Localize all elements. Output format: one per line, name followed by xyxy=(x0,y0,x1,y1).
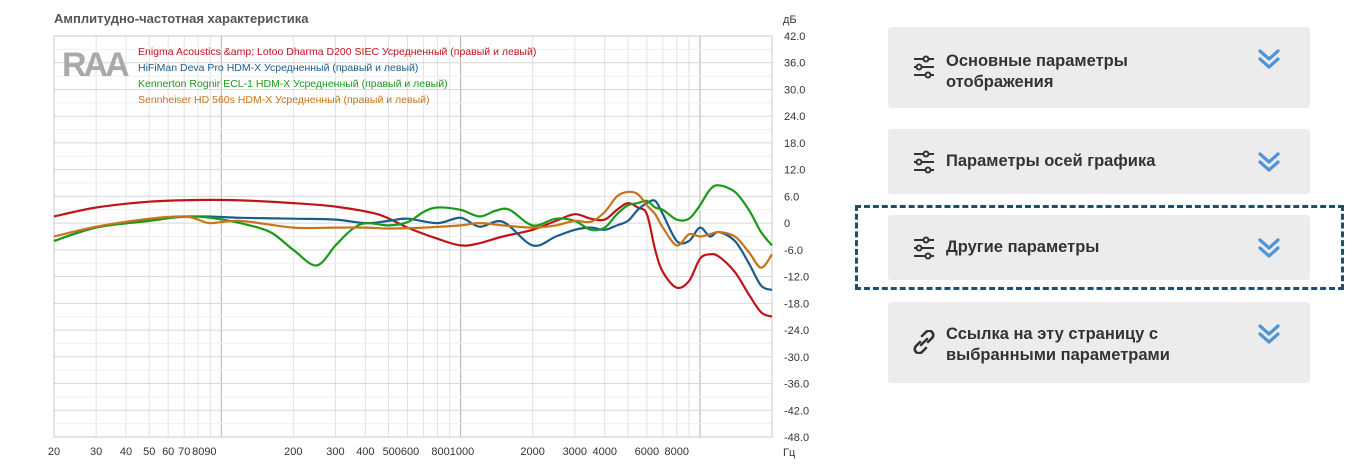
x-tick-label: 400 xyxy=(356,446,374,458)
chevron-double-down-icon[interactable] xyxy=(1257,150,1281,174)
focus-outline xyxy=(855,205,1344,290)
x-tick-label: 30 xyxy=(90,446,102,458)
chevron-double-down-icon[interactable] xyxy=(1257,47,1281,71)
series-line-4 xyxy=(53,190,773,269)
panel-label: Другие параметры xyxy=(946,238,1100,256)
panel-other-settings[interactable]: Другие параметры xyxy=(888,215,1310,280)
y-tick-label: 6.0 xyxy=(784,191,799,203)
panel-label: Параметры осей графика xyxy=(946,152,1156,170)
link-icon xyxy=(913,330,935,354)
legend-entry: Kennerton Rognir ECL-1 HDM-X Усредненный… xyxy=(138,78,448,90)
y-tick-label: -48.0 xyxy=(784,432,809,444)
y-tick-label: -18.0 xyxy=(784,298,809,310)
panel-label-line1: Основные параметры xyxy=(946,52,1128,70)
x-tick-label: 8090 xyxy=(192,446,216,458)
chevron-double-down-icon[interactable] xyxy=(1257,322,1281,346)
x-tick-label: 300 xyxy=(326,446,344,458)
y-axis-unit: дБ xyxy=(783,14,797,26)
chevron-double-down-icon[interactable] xyxy=(1257,236,1281,260)
y-tick-label: 18.0 xyxy=(784,138,805,150)
brand-logo: RAA xyxy=(62,46,132,84)
x-tick-label: 8000 xyxy=(665,446,689,458)
y-tick-label: 30.0 xyxy=(784,84,805,96)
series-line-2 xyxy=(53,199,773,292)
x-tick-label: 70 xyxy=(178,446,190,458)
x-tick-label: 2000 xyxy=(520,446,544,458)
y-tick-label: 42.0 xyxy=(784,31,805,43)
panel-label-line2: выбранными параметрами xyxy=(946,346,1170,364)
x-tick-label: 6000 xyxy=(635,446,659,458)
series-lines xyxy=(53,184,773,318)
series-line-3 xyxy=(53,184,773,267)
series-line-1 xyxy=(53,198,773,318)
chart-title: Амплитудно-частотная характеристика xyxy=(54,11,309,26)
panel-label-line1: Ссылка на эту страницу с xyxy=(946,325,1159,343)
y-tick-label: -30.0 xyxy=(784,352,809,364)
y-tick-label: 12.0 xyxy=(784,165,805,177)
y-tick-label: -12.0 xyxy=(784,272,809,284)
sliders-icon xyxy=(914,236,934,260)
y-tick-label: 24.0 xyxy=(784,111,805,123)
legend-entry: Sennheiser HD 560s HDM-X Усредненный (пр… xyxy=(138,94,430,106)
y-tick-label: 0 xyxy=(784,218,790,230)
y-tick-label: -24.0 xyxy=(784,325,809,337)
x-tick-label: 500600 xyxy=(383,446,420,458)
y-tick-labels: 42.0 36.0 30.0 24.0 18.0 12.0 6.0 0 -6.0 -12.0 -18… xyxy=(784,31,809,444)
logo-text: RAA xyxy=(62,46,129,84)
panel-axis-settings[interactable]: Параметры осей графика xyxy=(888,129,1310,194)
y-tick-label: 36.0 xyxy=(784,58,805,70)
y-tick-label: -42.0 xyxy=(784,405,809,417)
x-tick-label: 20 xyxy=(48,446,60,458)
y-tick-label: -6.0 xyxy=(784,245,803,257)
chart-grid xyxy=(53,35,773,438)
x-tick-label: 3000 xyxy=(563,446,587,458)
sliders-icon xyxy=(914,55,934,79)
x-tick-label: 40 xyxy=(120,446,132,458)
x-axis-unit: Гц xyxy=(783,447,796,459)
x-tick-label: 200 xyxy=(284,446,302,458)
panel-label: Ссылка на эту страницу с выбранными пара… xyxy=(946,324,1170,366)
x-tick-label: 50 xyxy=(143,446,155,458)
panel-display-settings[interactable]: Основные параметры отображения xyxy=(888,27,1310,108)
x-tick-label: 60 xyxy=(162,446,174,458)
legend: Enigma Acoustics &amp; Lotoo Dharma D200… xyxy=(138,46,536,106)
frequency-response-chart: Амплитудно-частотная характеристика дБ Г… xyxy=(48,11,809,459)
x-tick-label: 8001000 xyxy=(431,446,474,458)
legend-entry: HiFiMan Deva Pro HDM-X Усредненный (прав… xyxy=(138,62,418,74)
panel-label-line2: отображения xyxy=(946,73,1054,91)
sliders-icon xyxy=(914,150,934,174)
x-tick-label: 4000 xyxy=(592,446,616,458)
panel-share-link[interactable]: Ссылка на эту страницу с выбранными пара… xyxy=(888,302,1310,383)
legend-entry: Enigma Acoustics &amp; Lotoo Dharma D200… xyxy=(138,46,536,58)
panel-label: Основные параметры отображения xyxy=(946,51,1128,93)
y-tick-label: -36.0 xyxy=(784,379,809,391)
x-tick-labels: 20 30 40 50 60 70 8090 200 300 400 500600 8001000 20… xyxy=(48,446,689,458)
